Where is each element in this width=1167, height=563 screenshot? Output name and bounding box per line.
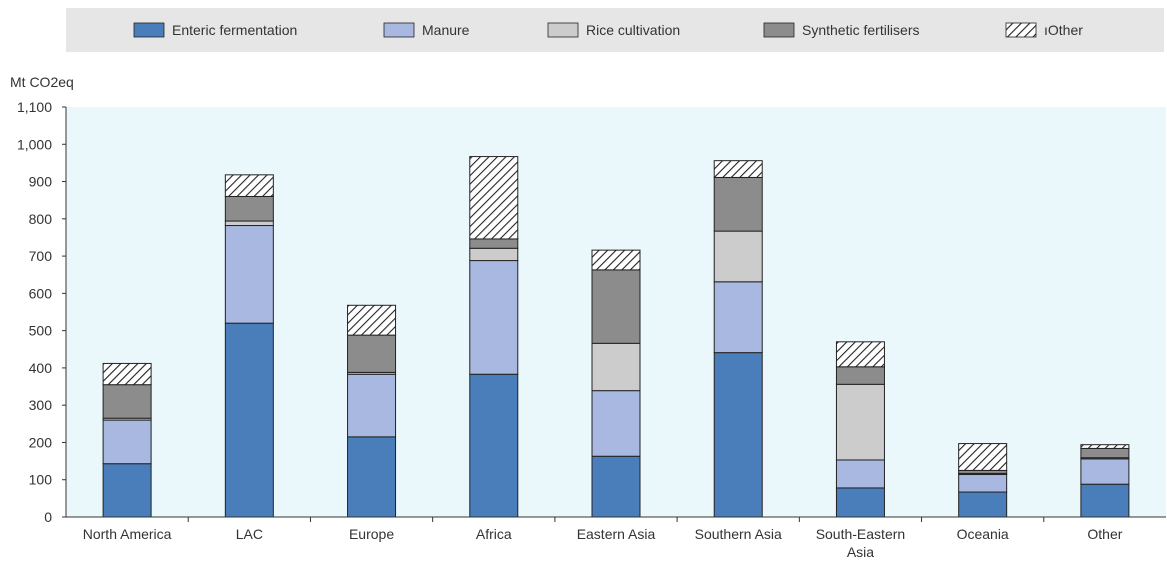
legend: Enteric fermentation Manure Rice cultivati…: [133, 22, 1083, 38]
y-tick-label: 800: [29, 211, 53, 227]
bar-segment: [591, 455, 641, 518]
bar-segment: [224, 225, 274, 324]
bar-segment: [713, 176, 763, 232]
y-tick-label: 1,000: [17, 136, 52, 152]
legend-swatch: [133, 22, 165, 38]
bar-segment: [713, 352, 763, 518]
y-tick-label: 1,100: [17, 99, 52, 115]
bar-segment: [835, 366, 885, 385]
x-category-label: Southern Asia: [695, 526, 782, 542]
bar-segment: [469, 247, 519, 262]
y-tick-label: 500: [29, 323, 53, 339]
bar-segment: [469, 238, 519, 249]
bar-segment: [591, 390, 641, 457]
y-tick-label: 600: [29, 285, 53, 301]
legend-swatch: [1005, 22, 1037, 38]
x-category-label: Other: [1087, 526, 1122, 542]
bar-segment: [469, 260, 519, 375]
legend-swatch: [383, 22, 415, 38]
bar-segment: [224, 322, 274, 518]
bar-segment: [835, 383, 885, 461]
bar-segment: [958, 491, 1008, 518]
y-axis-unit: Mt CO2eq: [10, 74, 74, 90]
x-category-label: LAC: [236, 526, 263, 542]
legend-swatch: [763, 22, 795, 38]
bar-segment: [347, 373, 397, 438]
x-axis: North America LAC Europe Africa Eastern Asia…: [66, 516, 1166, 560]
bar-segment: [224, 195, 274, 222]
y-tick-label: 900: [29, 174, 53, 190]
x-category-label: Eastern Asia: [577, 526, 656, 542]
legend-swatch: [547, 22, 579, 38]
bar-segment: [958, 443, 1008, 471]
bar-segment: [958, 474, 1008, 493]
bar-segment: [347, 304, 397, 336]
bar-segment: [1080, 444, 1130, 449]
bar-segment: [1080, 458, 1130, 485]
y-tick-label: 300: [29, 397, 53, 413]
bar-segment: [469, 156, 519, 240]
bar-segment: [469, 373, 519, 518]
y-tick-label: 700: [29, 248, 53, 264]
x-category-label: Oceania: [957, 526, 1009, 542]
y-axis: 0 100 200 300 400 500 600 700 800 900 1,000 1,100: [17, 99, 67, 525]
x-category-label: Africa: [476, 526, 512, 542]
x-category-label: South-Eastern Asia: [816, 526, 906, 560]
bar-segment: [591, 249, 641, 271]
bar-segment: [835, 341, 885, 368]
bar-segment: [102, 463, 152, 518]
bar-segment: [347, 334, 397, 373]
y-tick-label: 400: [29, 360, 53, 376]
legend-label: Synthetic fertilisers: [802, 22, 919, 38]
legend-background: [66, 8, 1164, 52]
legend-label: Manure: [422, 22, 470, 38]
bar-segment: [224, 174, 274, 197]
y-tick-label: 100: [29, 472, 53, 488]
bar-segment: [591, 342, 641, 392]
bar-segment: [1080, 447, 1130, 459]
x-category-label: Europe: [349, 526, 394, 542]
bar-segment: [713, 160, 763, 178]
legend-label: Rice cultivation: [586, 22, 680, 38]
legend-label: ıOther: [1044, 22, 1083, 38]
bar-segment: [102, 419, 152, 465]
bar-segment: [713, 230, 763, 283]
bar-segment: [835, 487, 885, 518]
legend-label: Enteric fermentation: [172, 22, 297, 38]
bar-segment: [713, 281, 763, 354]
bars: [102, 156, 1130, 518]
bar-segment: [102, 384, 152, 419]
bar-segment: [1080, 483, 1130, 518]
bar-segment: [591, 269, 641, 344]
y-tick-label: 0: [44, 509, 52, 525]
bar-segment: [224, 220, 274, 227]
bar-segment: [347, 436, 397, 518]
bar-segment: [102, 362, 152, 386]
y-tick-label: 200: [29, 434, 53, 450]
bar-segment: [835, 459, 885, 489]
x-category-label: North America: [83, 526, 172, 542]
